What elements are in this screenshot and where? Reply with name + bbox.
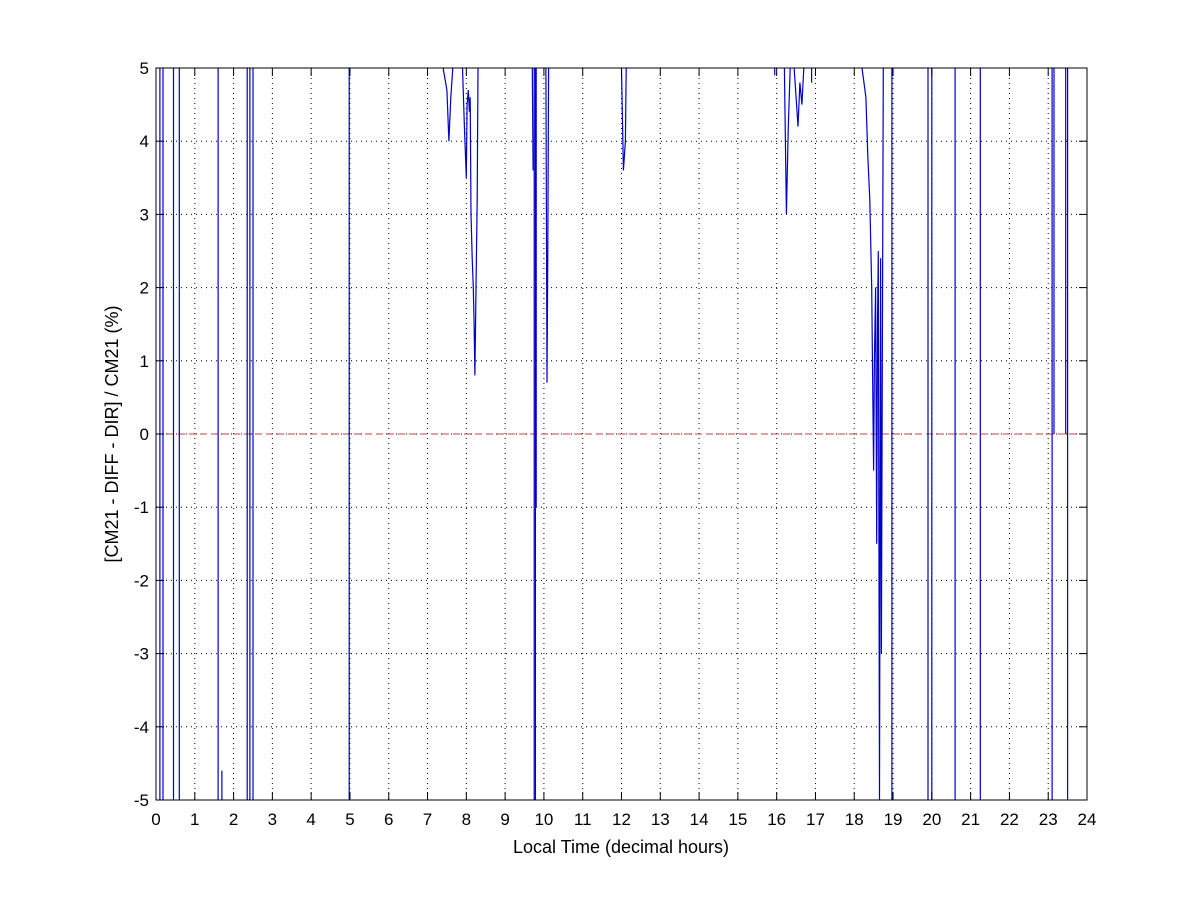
y-tick-label: 3 (140, 205, 149, 224)
data-series (159, 67, 1069, 801)
x-tick-label: 19 (884, 810, 903, 829)
series-segment (861, 67, 884, 801)
series-segment (545, 67, 550, 383)
x-tick-label: 16 (767, 810, 786, 829)
x-tick-label: 3 (268, 810, 277, 829)
x-tick-label: 9 (500, 810, 509, 829)
y-tick-label: 1 (140, 352, 149, 371)
x-tick-label: 11 (574, 810, 592, 829)
x-tick-label: 24 (1078, 810, 1097, 829)
x-tick-label: 15 (728, 810, 747, 829)
x-tick-label: 17 (806, 810, 825, 829)
x-tick-label: 5 (345, 810, 354, 829)
x-tick-label: 0 (151, 810, 160, 829)
x-tick-label: 4 (306, 810, 315, 829)
x-tick-label: 14 (690, 810, 709, 829)
x-tick-label: 2 (229, 810, 238, 829)
x-tick-label: 23 (1039, 810, 1058, 829)
y-tick-label: 5 (140, 59, 149, 78)
x-tick-label: 21 (961, 810, 980, 829)
y-tick-label: -4 (134, 718, 149, 737)
y-tick-label: 2 (140, 279, 149, 298)
x-axis-label: Local Time (decimal hours) (513, 837, 729, 857)
series-segment (793, 67, 805, 127)
x-tick-label: 13 (651, 810, 670, 829)
axis-ticks (155, 67, 1088, 801)
series-segment (620, 67, 627, 171)
x-tick-label: 18 (845, 810, 864, 829)
series-segment (442, 67, 454, 142)
y-tick-label: 4 (140, 132, 149, 151)
x-tick-label: 7 (423, 810, 432, 829)
y-axis-label: [CM21 - DIFF - DIR] / CM21 (%) (102, 305, 122, 562)
y-tick-label: -2 (134, 571, 149, 590)
series-segment (461, 67, 479, 376)
x-tick-labels: 0 1 2 3 4 5 6 7 8 9 10 11 12 13 14 15 16 17 18 19 20 21 22 23 24 (151, 810, 1096, 829)
y-tick-label: -5 (134, 791, 149, 810)
x-tick-label: 10 (534, 810, 553, 829)
x-tick-label: 8 (462, 810, 471, 829)
x-tick-label: 12 (612, 810, 631, 829)
x-tick-label: 6 (384, 810, 393, 829)
x-tick-label: 22 (1000, 810, 1019, 829)
y-tick-label: 0 (140, 425, 149, 444)
x-tick-label: 1 (190, 810, 199, 829)
y-tick-label: -3 (134, 645, 149, 664)
y-tick-labels: -5 -4 -3 -2 -1 0 1 2 3 4 5 (134, 59, 149, 810)
x-tick-label: 20 (922, 810, 941, 829)
y-tick-label: -1 (134, 498, 149, 517)
series-segment (531, 67, 534, 171)
series-segment (783, 67, 791, 215)
